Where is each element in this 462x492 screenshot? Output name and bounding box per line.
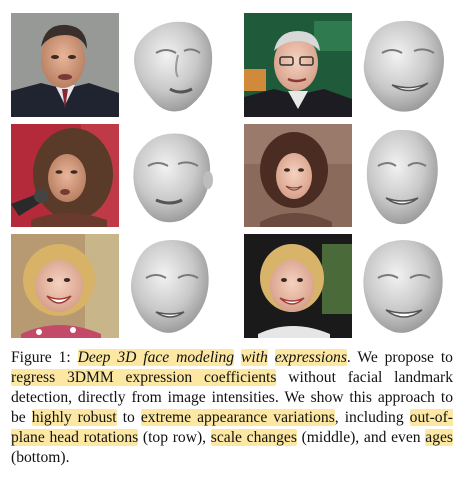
caption-highlight-9: ages: [425, 429, 454, 446]
man-in-suit-face-photo: [11, 13, 119, 117]
caption-text-8: (middle), and even: [296, 429, 426, 446]
caption-text-9: (bottom).: [11, 449, 70, 466]
3d-face-mesh-smiling: [352, 13, 452, 117]
woman-microphone-face-photo: [11, 124, 119, 227]
toddler-girl-face-photo: [11, 234, 119, 338]
caption-highlight-3: expressions: [274, 349, 347, 366]
figure-caption: Figure 1: Deep 3D face modeling with exp…: [11, 348, 454, 468]
caption-text-4: without facial landmark detection, direc…: [11, 369, 453, 426]
caption-text-6: , including: [334, 409, 410, 426]
3d-face-mesh-tilted: [120, 124, 220, 228]
caption-highlight-8: scale changes: [210, 429, 297, 446]
caption-text-1: [234, 349, 241, 366]
smiling-woman-face-photo: [244, 124, 352, 227]
caption-label: Figure 1:: [11, 349, 71, 366]
caption-highlight-6: extreme appearance variations: [140, 409, 335, 426]
caption-highlight-2: with: [240, 349, 268, 366]
caption-highlight-4: regress 3DMM expression coefficients: [11, 369, 277, 386]
3d-face-mesh-child: [120, 234, 220, 338]
caption-text-7: (top row),: [138, 429, 211, 446]
caption-text-2: [268, 349, 275, 366]
3d-face-mesh-child-smile: [352, 234, 452, 338]
smiling-child-face-photo: [244, 234, 352, 338]
older-man-glasses-face-photo: [244, 13, 352, 117]
caption-text-3: . We propose to: [346, 349, 453, 366]
caption-highlight-5: highly robust: [31, 409, 117, 426]
3d-face-mesh-smile-teeth: [352, 124, 452, 228]
caption-highlight-1: Deep 3D face modeling: [77, 349, 235, 366]
3d-face-mesh-rotated: [120, 13, 220, 117]
caption-text-5: to: [116, 409, 141, 426]
